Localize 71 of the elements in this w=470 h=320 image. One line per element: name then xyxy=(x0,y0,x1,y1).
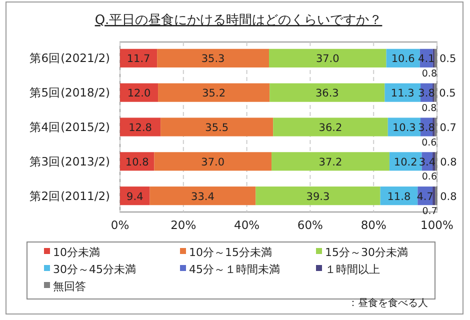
data-label: 10.6 xyxy=(391,53,416,66)
y-tick-label: 第3回(2013/2) xyxy=(29,154,110,168)
bar xyxy=(120,186,150,206)
data-label: 10.3 xyxy=(392,122,416,134)
bar xyxy=(272,152,390,171)
data-label: 0.6 xyxy=(422,172,437,183)
bar xyxy=(270,83,385,102)
data-label: 33.4 xyxy=(191,190,215,203)
x-tick-label: 0% xyxy=(110,218,130,232)
bar xyxy=(268,48,386,68)
data-label: 10.2 xyxy=(394,156,418,168)
data-label: 0.7 xyxy=(440,122,456,134)
data-label: 3.4 xyxy=(418,156,436,168)
data-label: 35.3 xyxy=(201,53,225,66)
y-tick-label: 第4回(2015/2) xyxy=(29,120,110,134)
x-tick-label: 60% xyxy=(297,218,324,232)
bar xyxy=(157,48,269,68)
data-label: 3.8 xyxy=(418,122,435,134)
bar xyxy=(256,186,380,206)
y-tick-label: 第6回(2021/2) xyxy=(29,51,110,66)
text: ：昼食を食べる人 xyxy=(348,297,428,309)
data-label: 0.7 xyxy=(422,206,438,218)
data-label: 0.5 xyxy=(439,88,456,100)
data-label: 39.3 xyxy=(306,190,330,203)
bar xyxy=(434,48,437,68)
bar xyxy=(273,118,388,136)
bar xyxy=(154,152,272,171)
data-label: 12.0 xyxy=(127,88,151,100)
y-tick-label: 第5回(2018/2) xyxy=(29,86,110,100)
data-label: 37.0 xyxy=(316,53,340,66)
legend-label: 無回答 xyxy=(53,280,86,293)
data-label: 12.8 xyxy=(128,122,152,134)
bar xyxy=(150,186,256,206)
y-tick-label: 第2回(2011/2) xyxy=(29,188,110,203)
data-label: 10.8 xyxy=(125,156,149,168)
data-label: 11.8 xyxy=(387,190,411,203)
legend-label: 45分～１時間未満 xyxy=(189,263,280,276)
x-tick-label: 20% xyxy=(170,218,196,232)
data-label: 3.8 xyxy=(418,88,435,100)
chart-title: Q.平日の昼食にかける時間はどのくらいですか？ xyxy=(94,13,382,28)
x-tick-label: 80% xyxy=(360,218,386,232)
bar xyxy=(120,118,161,136)
data-label: 9.4 xyxy=(126,190,144,203)
data-label: 0.8 xyxy=(422,102,437,114)
data-label: 0.8 xyxy=(440,190,457,203)
data-label: 4.1 xyxy=(418,53,435,66)
legend-label: 15分～30分未満 xyxy=(325,246,408,259)
x-tick-label: 40% xyxy=(234,218,260,232)
data-label: 36.3 xyxy=(315,88,339,100)
data-label: 37.2 xyxy=(318,156,342,168)
bar xyxy=(158,83,270,102)
x-tick-label: 100% xyxy=(420,218,454,232)
legend-label: １時間以上 xyxy=(325,263,380,276)
data-label: 0.5 xyxy=(439,53,456,66)
bar xyxy=(434,83,437,102)
data-label: 0.8 xyxy=(422,68,437,80)
data-label: 0.8 xyxy=(440,156,457,168)
legend-label: 30分～45分未満 xyxy=(53,263,136,276)
data-label: 11.3 xyxy=(390,88,414,100)
data-label: 35.2 xyxy=(202,88,226,100)
data-label: 4.7 xyxy=(416,190,434,203)
legend-label: 10分未満 xyxy=(53,246,100,259)
data-label: 0.6 xyxy=(422,137,437,148)
data-label: 37.0 xyxy=(201,156,225,168)
data-label: 11.7 xyxy=(126,53,150,66)
data-label: 36.2 xyxy=(318,122,342,134)
data-label: 35.5 xyxy=(205,122,229,134)
bar xyxy=(432,186,436,206)
legend-label: 10分～15分未満 xyxy=(189,246,272,259)
bar xyxy=(160,118,274,136)
bar xyxy=(120,48,158,68)
